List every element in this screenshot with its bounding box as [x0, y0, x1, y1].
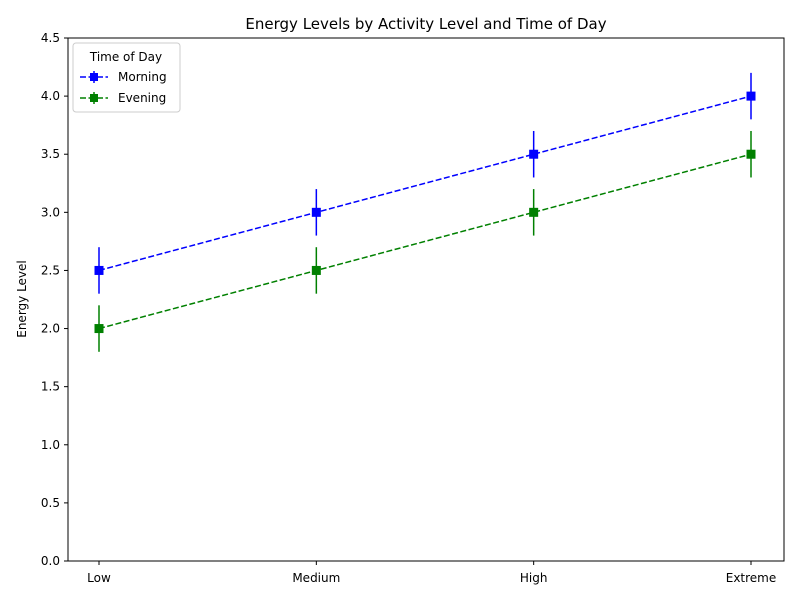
legend-label-morning: Morning [118, 70, 167, 84]
x-tick-label: Extreme [726, 571, 777, 585]
data-point-evening [94, 324, 104, 334]
data-point-evening [746, 149, 756, 159]
x-tick-label: Medium [292, 571, 340, 585]
x-axis-ticks: Low Medium High Extreme [87, 561, 776, 585]
y-tick-label: 2.0 [41, 322, 60, 336]
y-axis-label: Energy Level [15, 260, 29, 338]
y-tick-label: 0.5 [41, 496, 60, 510]
legend-marker-morning [90, 73, 98, 81]
y-tick-label: 1.0 [41, 438, 60, 452]
y-tick-label: 2.5 [41, 263, 60, 277]
y-tick-label: 4.0 [41, 89, 60, 103]
legend-box [72, 42, 181, 113]
series-layer [94, 72, 756, 352]
legend-item-morning: Morning [80, 70, 167, 84]
y-tick-label: 3.5 [41, 147, 60, 161]
y-tick-label: 4.5 [41, 31, 60, 45]
data-point-morning [746, 91, 756, 101]
y-axis-ticks: 0.0 0.5 1.0 1.5 2.0 2.5 3.0 3.5 4.0 4.5 [41, 31, 68, 568]
series-line-evening [98, 153, 752, 330]
y-tick-label: 0.0 [41, 554, 60, 568]
x-tick-label: Low [87, 571, 111, 585]
legend-title: Time of Day [89, 50, 162, 64]
legend-item-evening: Evening [80, 91, 166, 105]
series-line-morning [98, 95, 752, 272]
data-point-morning [529, 149, 539, 159]
data-point-morning [94, 265, 104, 275]
legend: Time of Day Morning Evening [72, 42, 181, 113]
y-tick-label: 1.5 [41, 380, 60, 394]
data-point-morning [311, 207, 321, 217]
legend-marker-evening [90, 94, 98, 102]
legend-label-evening: Evening [118, 91, 166, 105]
chart-title: Energy Levels by Activity Level and Time… [245, 15, 606, 33]
data-point-evening [529, 207, 539, 217]
data-point-evening [311, 265, 321, 275]
y-tick-label: 3.0 [41, 205, 60, 219]
plot-frame [67, 37, 785, 562]
x-tick-label: High [520, 571, 548, 585]
